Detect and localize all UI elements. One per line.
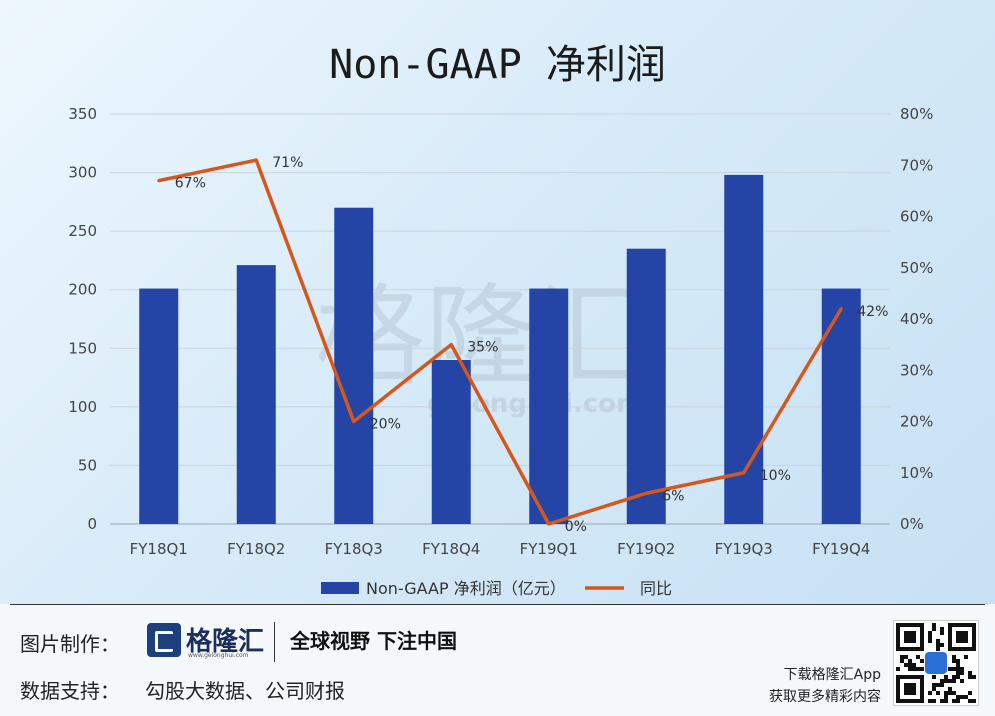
footer: 图片制作： 格隆汇 www.gelonghui.com 全球视野 下注中国 数据…	[0, 604, 995, 716]
bar-series	[139, 174, 861, 524]
bar	[139, 288, 179, 524]
right-tick-label: 40%	[900, 310, 933, 328]
line-data-labels: 67% 71% 20% 35% 0% 6% 10% 42%	[175, 155, 889, 535]
x-tick-label: FY18Q1	[130, 540, 188, 558]
gelonghui-logo-icon	[147, 623, 181, 657]
line-point	[644, 491, 648, 495]
line-point	[449, 343, 453, 347]
download-line1: 下载格隆汇App	[783, 667, 881, 683]
bar	[529, 288, 569, 524]
right-axis: 0% 10% 20% 30% 40% 50% 60% 70% 80%	[900, 105, 933, 533]
left-tick-label: 200	[68, 281, 97, 299]
line-point	[742, 471, 746, 475]
x-tick-label: FY19Q1	[520, 540, 578, 558]
right-tick-label: 20%	[900, 413, 933, 431]
chart-area: 格隆汇 gelonghui.com 050100150200250300350 …	[68, 105, 933, 598]
source-text: 勾股大数据、公司财报	[145, 679, 345, 703]
legend-line-label: 同比	[640, 579, 672, 598]
line-point	[254, 158, 258, 162]
logo-url: www.gelonghui.com	[188, 652, 249, 659]
footer-separator	[274, 622, 275, 662]
line-point	[547, 522, 551, 526]
left-tick-label: 50	[78, 456, 97, 474]
line-data-label: 10%	[760, 468, 791, 484]
bar	[724, 174, 764, 524]
x-axis: FY18Q1 FY18Q2 FY18Q3 FY18Q4 FY19Q1 FY19Q2 FY19…	[130, 540, 871, 558]
made-label: 图片制作：	[20, 632, 120, 656]
line-data-label: 67%	[175, 176, 206, 192]
legend: Non-GAAP 净利润（亿元） 同比	[321, 579, 672, 598]
right-tick-label: 10%	[900, 464, 933, 482]
bar	[236, 265, 276, 524]
line-point	[352, 420, 356, 423]
footer-divider	[10, 604, 985, 605]
x-tick-label: FY19Q3	[715, 540, 773, 558]
bar	[821, 288, 861, 524]
bar	[334, 207, 374, 524]
qr-code-icon[interactable]	[893, 620, 979, 706]
logo-text: 格隆汇	[186, 627, 265, 657]
bar	[626, 248, 666, 524]
right-tick-label: 50%	[900, 259, 933, 277]
right-tick-label: 80%	[900, 105, 933, 123]
right-tick-label: 0%	[900, 515, 924, 533]
right-tick-label: 70%	[900, 156, 933, 174]
left-tick-label: 150	[68, 339, 97, 357]
line-data-label: 20%	[370, 417, 401, 433]
left-axis: 0 50 100 150 200 250 300 350	[68, 105, 97, 533]
x-tick-label: FY18Q4	[422, 540, 480, 558]
legend-bar-swatch	[321, 582, 359, 594]
line-series	[157, 158, 843, 526]
line-path	[158, 158, 843, 526]
legend-bar-label: Non-GAAP 净利润（亿元）	[366, 579, 566, 598]
line-data-label: 71%	[272, 155, 303, 171]
bar	[431, 360, 471, 524]
line-data-label: 6%	[662, 488, 684, 504]
left-tick-label: 0	[87, 515, 97, 533]
left-tick-label: 300	[68, 164, 97, 182]
line-data-label: 35%	[467, 340, 498, 356]
source-label: 数据支持：	[20, 679, 120, 703]
left-tick-label: 100	[68, 398, 97, 416]
left-tick-label: 250	[68, 222, 97, 240]
line-data-label: 42%	[857, 304, 888, 320]
x-tick-label: FY19Q4	[812, 540, 870, 558]
chart-title: Non-GAAP 净利润	[329, 42, 666, 88]
download-line2: 获取更多精彩内容	[769, 689, 881, 705]
line-point	[157, 179, 161, 183]
right-tick-label: 60%	[900, 208, 933, 226]
left-tick-label: 350	[68, 105, 97, 123]
x-tick-label: FY18Q2	[227, 540, 285, 558]
line-data-label: 0%	[565, 519, 587, 535]
right-tick-label: 30%	[900, 361, 933, 379]
x-tick-label: FY19Q2	[617, 540, 675, 558]
x-tick-label: FY18Q3	[325, 540, 383, 558]
slogan: 全球视野 下注中国	[290, 629, 457, 653]
line-point	[839, 307, 843, 311]
